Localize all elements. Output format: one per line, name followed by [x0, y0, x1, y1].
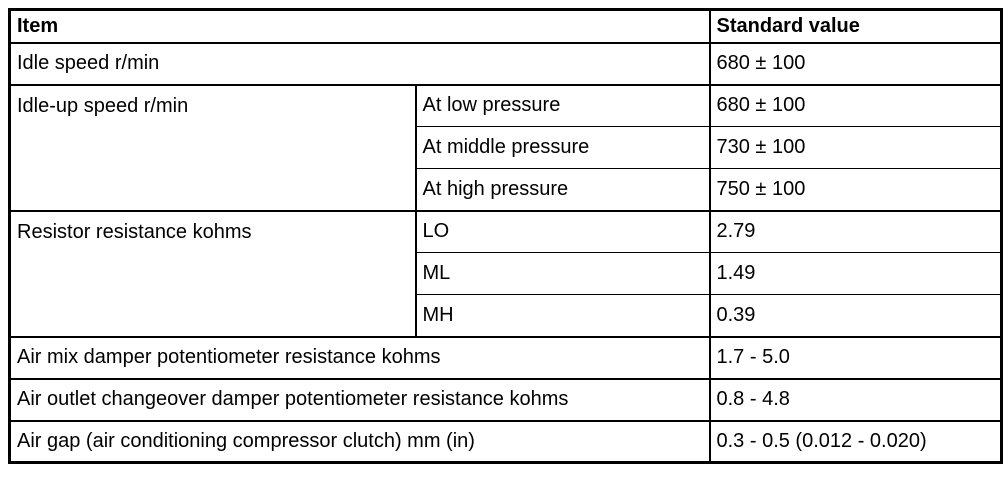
sub-item-cell: At middle pressure — [414, 126, 711, 169]
column-header-standard-value: Standard value — [708, 9, 1003, 43]
table-row-resistor-ml: ML 1.49 — [10, 252, 1003, 295]
item-cell: Idle speed r/min — [8, 41, 711, 85]
value-cell: 0.39 — [708, 294, 1003, 337]
table-row-air-outlet-damper: Air outlet changeover damper potentiomet… — [8, 377, 1003, 421]
specification-table: Item Standard value Idle speed r/min 680… — [8, 8, 1003, 464]
table-header-row: Item Standard value — [8, 9, 1003, 43]
value-cell: 1.49 — [708, 252, 1003, 295]
value-cell: 680 ± 100 — [708, 41, 1003, 85]
sub-item-cell: At high pressure — [414, 168, 711, 211]
value-cell: 730 ± 100 — [708, 126, 1003, 169]
table-row-air-gap: Air gap (air conditioning compressor clu… — [8, 419, 1003, 463]
value-cell: 680 ± 100 — [708, 83, 1003, 127]
item-cell: Air outlet changeover damper potentiomet… — [8, 377, 711, 421]
sub-item-cell: LO — [414, 209, 711, 253]
table-row-idle-up-high: At high pressure 750 ± 100 — [10, 168, 1003, 211]
sub-item-cell: MH — [414, 294, 711, 337]
table-row-resistor-mh: MH 0.39 — [10, 294, 1003, 337]
value-cell: 0.3 - 0.5 (0.012 - 0.020) — [708, 419, 1003, 463]
value-cell: 0.8 - 4.8 — [708, 377, 1003, 421]
item-cell: Air gap (air conditioning compressor clu… — [8, 419, 711, 463]
table-row-resistor-lo: Resistor resistance kohms LO 2.79 — [8, 209, 1003, 337]
column-header-item: Item — [8, 9, 711, 43]
value-cell: 1.7 - 5.0 — [708, 335, 1003, 379]
value-cell: 750 ± 100 — [708, 168, 1003, 211]
table-row-idle-up-low: Idle-up speed r/min At low pressure 680 … — [8, 83, 1003, 211]
table-row-idle-up-middle: At middle pressure 730 ± 100 — [10, 126, 1003, 169]
table-row-air-mix-damper: Air mix damper potentiometer resistance … — [8, 335, 1003, 379]
value-cell: 2.79 — [708, 209, 1003, 253]
sub-item-cell: At low pressure — [414, 83, 711, 127]
sub-item-cell: ML — [414, 252, 711, 295]
item-cell: Idle-up speed r/min — [8, 83, 417, 211]
item-cell: Resistor resistance kohms — [8, 209, 417, 337]
table-row-idle-speed: Idle speed r/min 680 ± 100 — [8, 41, 1003, 85]
item-cell: Air mix damper potentiometer resistance … — [8, 335, 711, 379]
